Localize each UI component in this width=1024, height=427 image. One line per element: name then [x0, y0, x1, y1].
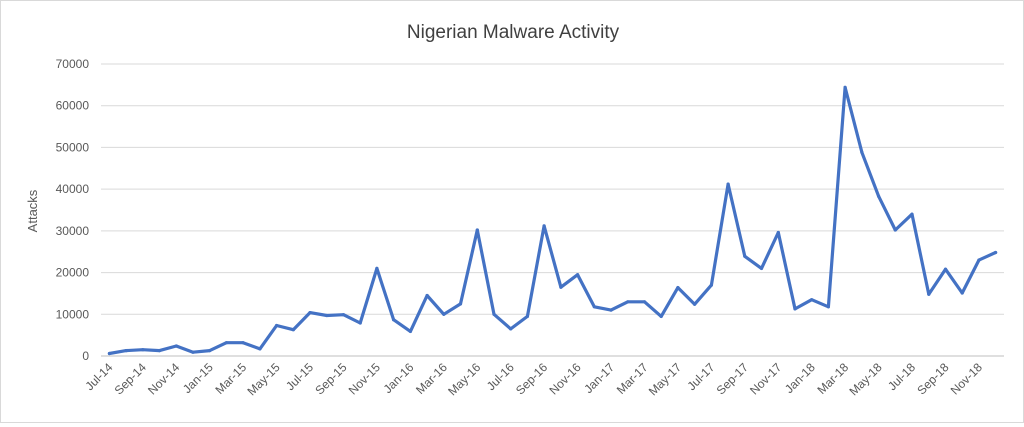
data-point — [709, 283, 714, 287]
data-point — [877, 194, 881, 198]
data-point — [592, 305, 596, 309]
data-point — [124, 349, 128, 353]
y-tick-label: 50000 — [56, 140, 90, 154]
data-point — [157, 349, 162, 353]
x-tick-label: May-18 — [847, 360, 885, 398]
x-tick-label: Sep-15 — [312, 360, 349, 397]
data-point — [743, 254, 747, 258]
y-tick-label: 20000 — [56, 266, 90, 280]
x-tick-label: Nov-16 — [546, 360, 583, 397]
data-point — [475, 228, 479, 232]
x-tick-label: Jul-15 — [283, 360, 316, 393]
data-point — [927, 292, 931, 296]
data-point — [960, 291, 964, 295]
data-point — [107, 351, 111, 356]
data-point — [258, 347, 262, 351]
data-point — [224, 341, 228, 345]
x-tick-label: May-15 — [245, 360, 283, 398]
data-point — [826, 305, 831, 309]
data-point — [241, 341, 245, 345]
x-tick-label: Jan-17 — [581, 360, 617, 396]
data-point — [576, 273, 580, 277]
x-tick-label: Jan-18 — [782, 360, 818, 396]
data-point — [442, 312, 446, 316]
x-tick-label: Sep-17 — [714, 360, 751, 397]
y-tick-label: 70000 — [56, 57, 90, 71]
data-point — [141, 348, 145, 352]
data-point — [977, 258, 981, 262]
data-point — [341, 313, 346, 317]
data-point — [860, 150, 864, 154]
y-tick-label: 60000 — [56, 99, 90, 113]
data-point — [408, 329, 412, 333]
data-point — [642, 300, 647, 304]
data-point — [910, 212, 914, 216]
x-tick-label: Nov-14 — [145, 360, 182, 397]
x-tick-label: Jul-17 — [684, 360, 717, 393]
data-point — [626, 300, 630, 304]
x-tick-label: Jul-14 — [82, 360, 115, 393]
data-point — [358, 321, 362, 325]
x-tick-label: Jan-15 — [180, 360, 216, 396]
data-point — [726, 182, 730, 186]
data-point — [676, 286, 680, 290]
x-tick-label: Sep-16 — [513, 360, 550, 397]
y-tick-label: 30000 — [56, 224, 90, 238]
data-point — [458, 302, 463, 306]
data-point — [425, 293, 429, 298]
x-tick-label: Mar-17 — [614, 360, 651, 397]
y-tick-label: 10000 — [56, 307, 90, 321]
series-layer — [107, 85, 998, 356]
x-tick-label: May-17 — [646, 360, 684, 398]
x-tick-label: Nov-18 — [948, 360, 985, 397]
x-tick-label: Jan-16 — [381, 360, 417, 396]
gridlines — [101, 63, 1004, 357]
y-axis-ticks: 0 10000 20000 30000 40000 50000 60000 70000 — [56, 57, 90, 363]
data-point — [776, 230, 780, 235]
data-point — [375, 266, 379, 270]
data-point — [542, 224, 546, 228]
x-tick-label: Nov-15 — [346, 360, 383, 397]
data-point — [509, 327, 513, 331]
data-point — [492, 312, 496, 316]
data-point — [843, 85, 847, 89]
data-point — [994, 250, 998, 255]
data-point — [392, 318, 396, 322]
data-point — [943, 267, 948, 271]
data-point — [308, 311, 312, 315]
y-axis-label: Attacks — [25, 189, 40, 232]
series-line — [107, 85, 998, 356]
data-point — [659, 314, 663, 318]
chart-title: Nigerian Malware Activity — [407, 22, 620, 43]
x-tick-label: Mar-16 — [413, 360, 450, 397]
data-point — [693, 302, 697, 306]
x-tick-label: Jul-18 — [885, 360, 918, 393]
data-point — [759, 266, 764, 270]
data-point — [559, 285, 563, 289]
x-tick-label: Nov-17 — [747, 360, 784, 397]
y-tick-label: 0 — [82, 349, 89, 363]
data-point — [793, 307, 797, 311]
x-tick-label: Mar-18 — [814, 360, 851, 397]
data-point — [325, 313, 329, 318]
x-tick-label: May-16 — [445, 360, 483, 398]
data-point — [275, 323, 279, 328]
x-tick-label: Sep-18 — [914, 360, 951, 397]
x-tick-label: Jul-16 — [484, 360, 517, 393]
data-point — [291, 328, 295, 332]
data-point — [525, 314, 530, 318]
x-tick-label: Mar-15 — [212, 360, 249, 397]
data-point — [893, 228, 897, 232]
y-tick-label: 40000 — [56, 182, 90, 196]
data-point — [810, 298, 814, 302]
x-tick-label: Sep-14 — [112, 360, 149, 397]
data-point — [174, 344, 178, 348]
data-point — [208, 349, 212, 353]
data-point — [609, 308, 613, 312]
data-point — [191, 350, 195, 354]
